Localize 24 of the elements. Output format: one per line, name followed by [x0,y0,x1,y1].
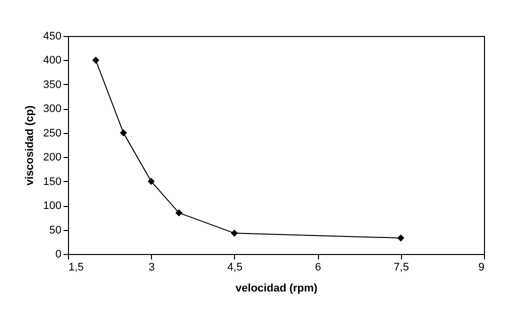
x-tick-label: 1,5 [68,262,84,274]
y-tick-label: 150 [43,176,62,188]
y-axis-title: viscosidad (cp) [24,105,36,186]
point [175,209,182,216]
y-tick-label: 100 [43,200,62,212]
y-tick-label: 200 [43,152,62,164]
point [92,56,100,64]
y-tick-label: 300 [43,103,62,116]
point [397,234,404,242]
y-tick-label: 350 [43,78,62,91]
x-tick-label: 3 [148,262,155,274]
x-tick-label: 7,5 [394,262,409,274]
point [120,129,128,136]
point [148,178,155,185]
point [230,230,238,237]
y-tick-label: 450 [43,30,62,42]
y-tick-label: 50 [49,224,62,236]
y-tick-label: 250 [43,127,62,140]
y-tick-label: 400 [43,54,62,67]
x-tick-label: 6 [315,262,322,274]
y-tick-label: 0 [55,248,62,260]
x-axis-title: velocidad (rpm) [236,282,318,294]
x-tick-label: 4,5 [227,262,243,274]
x-tick-label: 9 [478,262,484,274]
